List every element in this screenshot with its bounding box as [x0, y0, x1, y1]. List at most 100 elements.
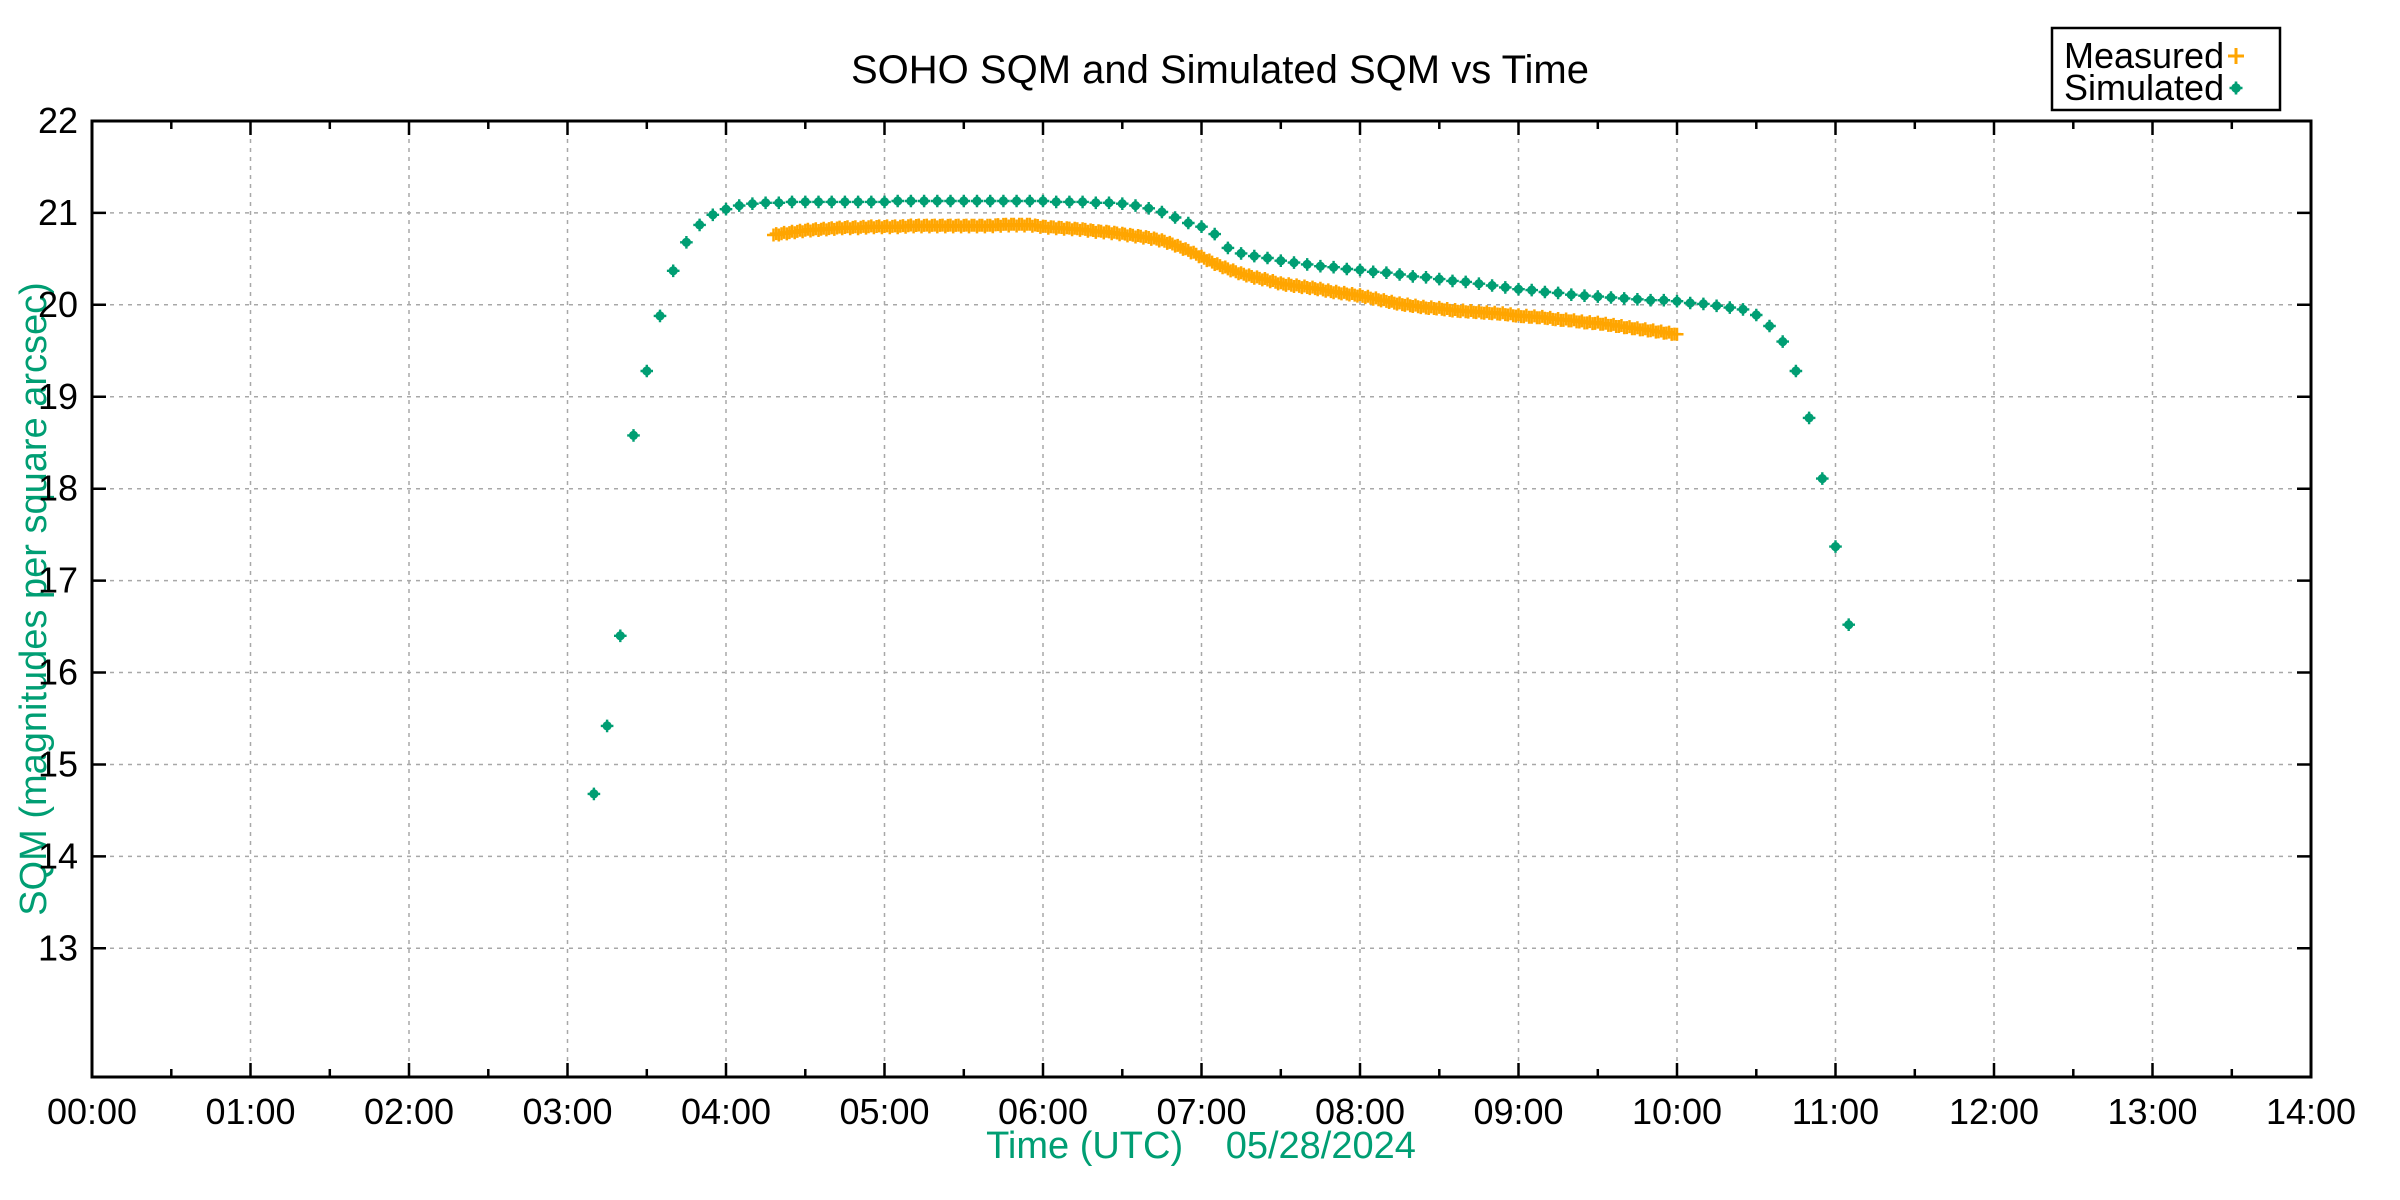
simulated-marker	[1421, 272, 1431, 282]
legend: Measured Simulated	[2050, 26, 2282, 112]
simulated-marker	[1791, 366, 1801, 376]
simulated-marker	[668, 266, 678, 276]
simulated-marker	[1778, 337, 1788, 347]
simulated-marker	[1606, 292, 1616, 303]
simulated-marker	[1817, 474, 1827, 484]
simulated-marker	[1461, 277, 1471, 287]
simulated-marker	[1751, 310, 1761, 320]
simulated-marker	[655, 311, 665, 321]
simulated-marker	[866, 197, 876, 207]
simulated-marker	[1170, 212, 1180, 223]
x-axis-label-text: Time (UTC)	[986, 1125, 1183, 1167]
simulated-marker	[1210, 229, 1220, 239]
simulated-marker	[1395, 269, 1405, 280]
simulated-marker	[1038, 196, 1048, 206]
y-tick-label: 16	[38, 652, 78, 693]
simulated-marker	[1025, 196, 1035, 206]
legend-box	[2050, 26, 2282, 112]
simulated-marker	[1659, 295, 1669, 305]
simulated-marker	[1487, 280, 1497, 291]
x-tick-label: 01:00	[205, 1091, 295, 1132]
simulated-marker	[879, 197, 890, 207]
simulated-marker	[932, 196, 942, 206]
y-tick-label: 13	[38, 927, 78, 968]
simulated-marker	[721, 204, 731, 214]
simulated-marker	[681, 237, 692, 247]
simulated-marker	[1712, 301, 1722, 311]
simulated-marker	[1738, 304, 1748, 314]
simulated-marker	[985, 196, 995, 206]
simulated-marker	[1844, 620, 1854, 630]
simulated-marker	[1685, 298, 1695, 308]
simulated-marker	[1196, 222, 1207, 232]
simulated-marker	[761, 198, 771, 208]
simulated-marker	[827, 197, 837, 207]
x-tick-label: 05:00	[839, 1091, 929, 1132]
simulated-marker	[800, 197, 810, 207]
x-axis-label: Time (UTC) 05/28/2024	[986, 1125, 1416, 1167]
simulated-marker	[1553, 288, 1563, 298]
y-tick-label: 20	[38, 284, 78, 325]
simulated-marker	[747, 199, 758, 209]
simulated-marker	[919, 196, 929, 206]
y-tick-label: 18	[38, 468, 78, 509]
x-tick-label: 02:00	[364, 1091, 454, 1132]
simulated-marker	[1368, 267, 1378, 277]
y-tick-label: 22	[38, 100, 78, 141]
x-tick-label: 10:00	[1632, 1091, 1722, 1132]
legend-label-simulated: Simulated	[2064, 67, 2224, 108]
simulated-marker	[1302, 259, 1312, 269]
plot-border	[90, 119, 2313, 1079]
simulated-marker	[1223, 243, 1233, 253]
simulated-marker	[1342, 264, 1352, 274]
chart-title: SOHO SQM and Simulated SQM vs Time	[851, 48, 1589, 92]
simulated-marker	[1646, 295, 1656, 305]
simulated-marker	[1236, 248, 1246, 258]
y-tick-label: 17	[38, 560, 78, 601]
y-tick-label: 15	[38, 744, 78, 785]
simulated-marker	[1064, 197, 1074, 207]
simulated-marker	[853, 197, 863, 207]
simulated-marker	[1804, 413, 1814, 423]
simulated-marker	[1249, 251, 1259, 261]
simulated-marker	[1355, 265, 1365, 275]
simulated-marker	[959, 196, 969, 206]
x-tick-label: 09:00	[1473, 1091, 1563, 1132]
simulated-marker	[695, 220, 705, 230]
simulated-marker	[906, 196, 916, 206]
simulated-marker	[1447, 276, 1458, 286]
simulated-marker	[1764, 321, 1775, 331]
simulated-marker	[708, 210, 718, 220]
simulated-marker	[1434, 274, 1444, 284]
measured-markers	[767, 217, 1684, 341]
simulated-marker	[1289, 258, 1299, 268]
simulated-marker	[972, 196, 982, 206]
simulated-marker	[1408, 271, 1418, 281]
simulated-marker	[1144, 203, 1154, 213]
simulated-marker	[840, 197, 850, 207]
simulated-marker	[1513, 284, 1524, 294]
simulated-markers	[587, 194, 1855, 801]
simulated-marker	[1500, 282, 1510, 292]
simulated-marker	[1130, 201, 1141, 211]
x-axis-label-date: 05/28/2024	[1226, 1125, 1416, 1167]
x-tick-label: 04:00	[681, 1091, 771, 1132]
simulated-marker	[589, 789, 599, 799]
simulated-marker	[1579, 291, 1590, 301]
x-tick-label: 11:00	[1792, 1091, 1879, 1132]
x-tick-label: 07:00	[1156, 1091, 1246, 1132]
x-tick-label: 08:00	[1315, 1091, 1405, 1132]
simulated-marker	[945, 196, 956, 206]
simulated-marker	[1566, 290, 1576, 300]
simulated-marker	[1091, 198, 1101, 208]
simulated-marker	[813, 197, 824, 207]
simulated-marker	[1672, 296, 1682, 306]
grid	[92, 121, 2311, 1077]
plus-marker-icon	[2228, 48, 2244, 64]
simulated-marker	[1474, 279, 1484, 289]
x-tick-label: 03:00	[522, 1091, 612, 1132]
simulated-marker	[642, 366, 652, 376]
x-tick-label: 14:00	[2266, 1091, 2356, 1132]
simulated-marker	[1540, 287, 1550, 297]
y-tick-label: 14	[38, 835, 78, 876]
